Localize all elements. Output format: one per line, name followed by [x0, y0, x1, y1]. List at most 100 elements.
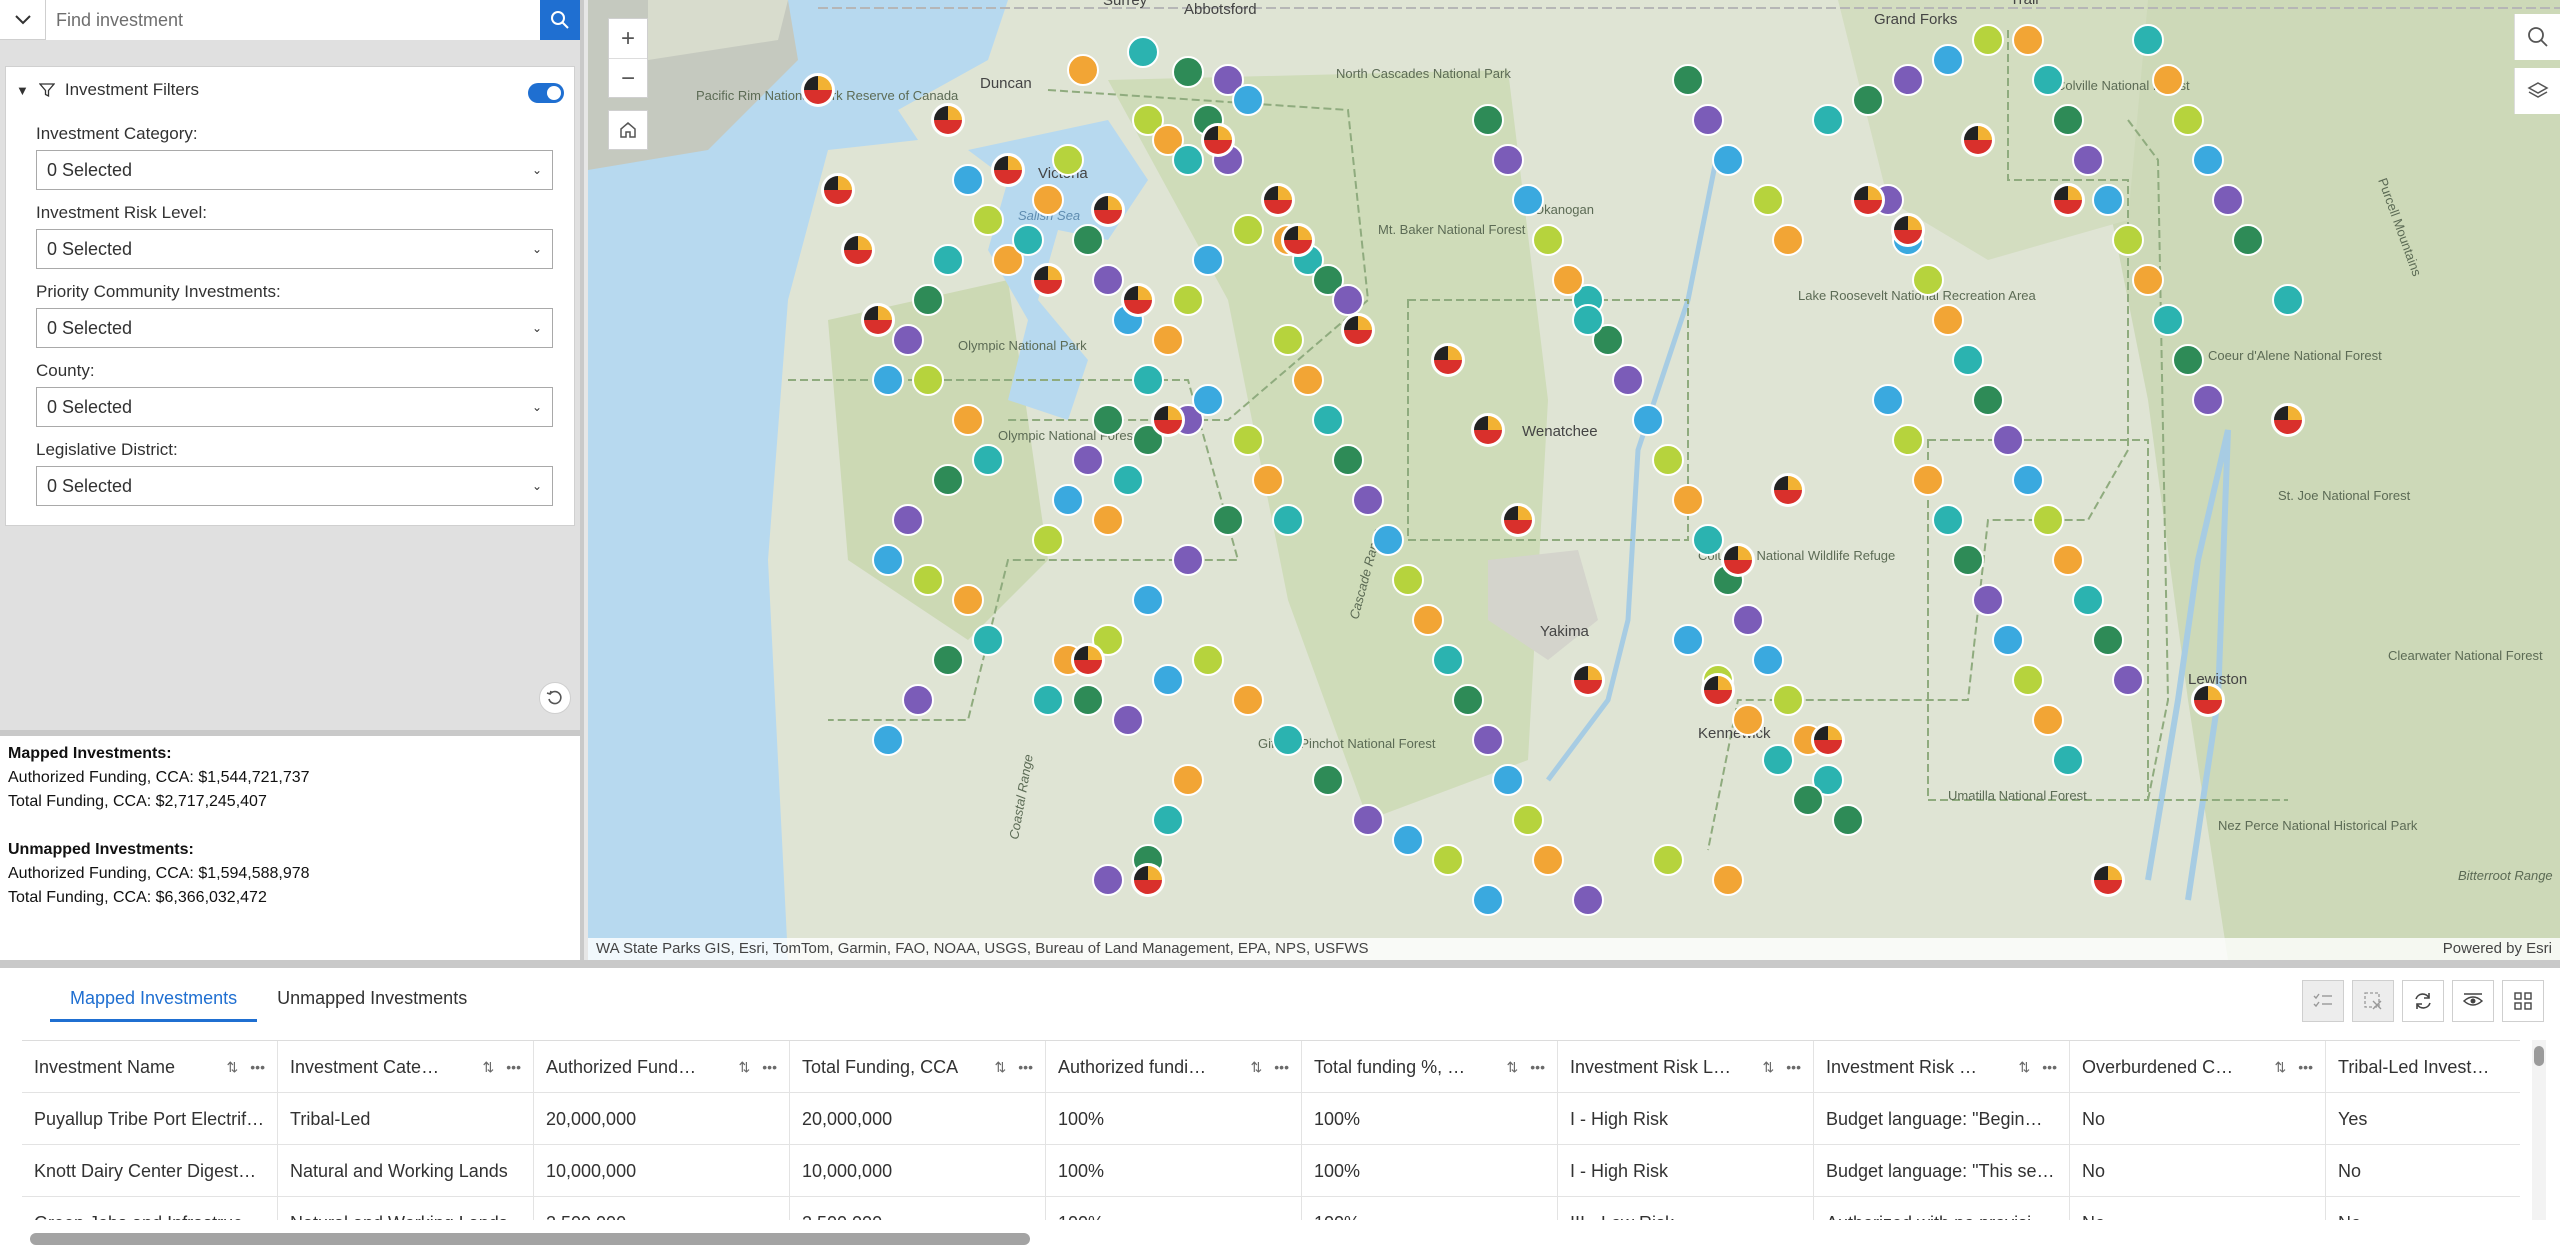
investment-marker[interactable] [1127, 36, 1159, 68]
investment-marker[interactable] [1932, 44, 1964, 76]
investment-marker[interactable] [1132, 424, 1164, 456]
investment-markers[interactable] [801, 24, 2305, 916]
investment-marker[interactable] [1412, 604, 1444, 636]
investment-marker[interactable] [2112, 664, 2144, 696]
investment-marker[interactable] [2152, 304, 2184, 336]
search-button[interactable] [540, 0, 580, 40]
investment-marker[interactable] [1992, 624, 2024, 656]
zoom-in-button[interactable]: + [609, 19, 647, 59]
investment-marker[interactable] [872, 724, 904, 756]
investment-marker[interactable] [2152, 64, 2184, 96]
tribal-investment-marker[interactable] [1071, 643, 1105, 677]
investment-marker[interactable] [2192, 144, 2224, 176]
tribal-investment-marker[interactable] [1091, 193, 1125, 227]
column-header[interactable]: Overburdened C… ⇅ ••• [2070, 1041, 2326, 1092]
investment-marker[interactable] [1092, 264, 1124, 296]
investment-marker[interactable] [1092, 504, 1124, 536]
investment-marker[interactable] [1272, 724, 1304, 756]
investment-marker[interactable] [2092, 624, 2124, 656]
investment-marker[interactable] [912, 284, 944, 316]
investment-marker[interactable] [1067, 54, 1099, 86]
investment-marker[interactable] [1152, 124, 1184, 156]
reset-filters-button[interactable] [539, 682, 571, 714]
investment-marker[interactable] [1712, 144, 1744, 176]
sort-icon[interactable]: ⇅ [1762, 1058, 1775, 1075]
column-options-icon[interactable]: ••• [1530, 1058, 1545, 1075]
investment-marker[interactable] [952, 404, 984, 436]
investment-marker[interactable] [932, 244, 964, 276]
investment-marker[interactable] [1512, 184, 1544, 216]
column-options-icon[interactable]: ••• [2298, 1058, 2313, 1075]
column-header[interactable]: Investment Cate… ⇅ ••• [278, 1041, 534, 1092]
investment-marker[interactable] [1272, 324, 1304, 356]
investment-marker[interactable] [1072, 684, 1104, 716]
tribal-investment-marker[interactable] [841, 233, 875, 267]
investment-marker[interactable] [1672, 624, 1704, 656]
investment-marker[interactable] [932, 464, 964, 496]
investment-marker[interactable] [1912, 464, 1944, 496]
tribal-investment-marker[interactable] [2051, 183, 2085, 217]
sort-icon[interactable]: ⇅ [1506, 1058, 1519, 1075]
investment-marker[interactable] [1692, 104, 1724, 136]
scrollbar-thumb[interactable] [2534, 1046, 2544, 1066]
investment-marker[interactable] [1232, 214, 1264, 246]
clear-selection-button[interactable] [2352, 980, 2394, 1022]
investment-marker[interactable] [1332, 284, 1364, 316]
tribal-investment-marker[interactable] [821, 173, 855, 207]
investment-marker[interactable] [1072, 444, 1104, 476]
investment-marker[interactable] [1192, 244, 1224, 276]
risk-level-select[interactable]: 0 Selected ⌄ [36, 229, 553, 269]
investment-marker[interactable] [1932, 504, 1964, 536]
investment-marker[interactable] [2012, 664, 2044, 696]
investment-marker[interactable] [1032, 184, 1064, 216]
investment-marker[interactable] [1772, 224, 1804, 256]
investment-marker[interactable] [1072, 224, 1104, 256]
investment-marker[interactable] [1172, 144, 1204, 176]
collapse-caret-icon[interactable]: ▼ [16, 82, 29, 98]
map-canvas[interactable]: Surrey Abbotsford Grand Forks Trail Dunc… [588, 0, 2560, 960]
investment-marker[interactable] [1252, 464, 1284, 496]
investment-marker[interactable] [912, 564, 944, 596]
investment-marker[interactable] [1272, 504, 1304, 536]
investment-marker[interactable] [902, 684, 934, 716]
investment-marker[interactable] [1532, 224, 1564, 256]
powered-by[interactable]: Powered by Esri [2442, 940, 2552, 957]
tab-mapped-investments[interactable]: Mapped Investments [50, 968, 258, 1022]
investment-marker[interactable] [972, 444, 1004, 476]
investment-marker[interactable] [1952, 544, 1984, 576]
tribal-investment-marker[interactable] [1851, 183, 1885, 217]
investment-marker[interactable] [952, 164, 984, 196]
tribal-investment-marker[interactable] [1701, 673, 1735, 707]
investment-marker[interactable] [2092, 184, 2124, 216]
investment-marker[interactable] [1232, 684, 1264, 716]
investment-marker[interactable] [1572, 304, 1604, 336]
legislative-district-select[interactable]: 0 Selected ⌄ [36, 466, 553, 506]
investment-marker[interactable] [952, 584, 984, 616]
investment-marker[interactable] [1112, 704, 1144, 736]
tribal-investment-marker[interactable] [1471, 413, 1505, 447]
investment-marker[interactable] [1752, 184, 1784, 216]
column-header[interactable]: Total funding %, … ⇅ ••• [1302, 1041, 1558, 1092]
tribal-investment-marker[interactable] [861, 303, 895, 337]
investment-marker[interactable] [1852, 84, 1884, 116]
investment-marker[interactable] [2072, 144, 2104, 176]
column-header[interactable]: Authorized fundi… ⇅ ••• [1046, 1041, 1302, 1092]
investment-marker[interactable] [1392, 564, 1424, 596]
investment-marker[interactable] [1592, 324, 1624, 356]
filter-by-extent-button[interactable] [2452, 980, 2494, 1022]
column-options-icon[interactable]: ••• [506, 1058, 521, 1075]
investment-marker[interactable] [872, 544, 904, 576]
sort-icon[interactable]: ⇅ [994, 1058, 1007, 1075]
investment-marker[interactable] [1492, 764, 1524, 796]
investment-marker[interactable] [1752, 644, 1784, 676]
show-all-layouts-button[interactable] [2502, 980, 2544, 1022]
tribal-investment-marker[interactable] [1281, 223, 1315, 257]
zoom-out-button[interactable]: − [609, 59, 647, 99]
investment-category-select[interactable]: 0 Selected ⌄ [36, 150, 553, 190]
investment-marker[interactable] [1092, 864, 1124, 896]
sort-icon[interactable]: ⇅ [482, 1058, 495, 1075]
investment-marker[interactable] [2052, 744, 2084, 776]
investment-marker[interactable] [1672, 64, 1704, 96]
column-header[interactable]: Investment Name ⇅ ••• [22, 1041, 278, 1092]
investment-marker[interactable] [1472, 884, 1504, 916]
